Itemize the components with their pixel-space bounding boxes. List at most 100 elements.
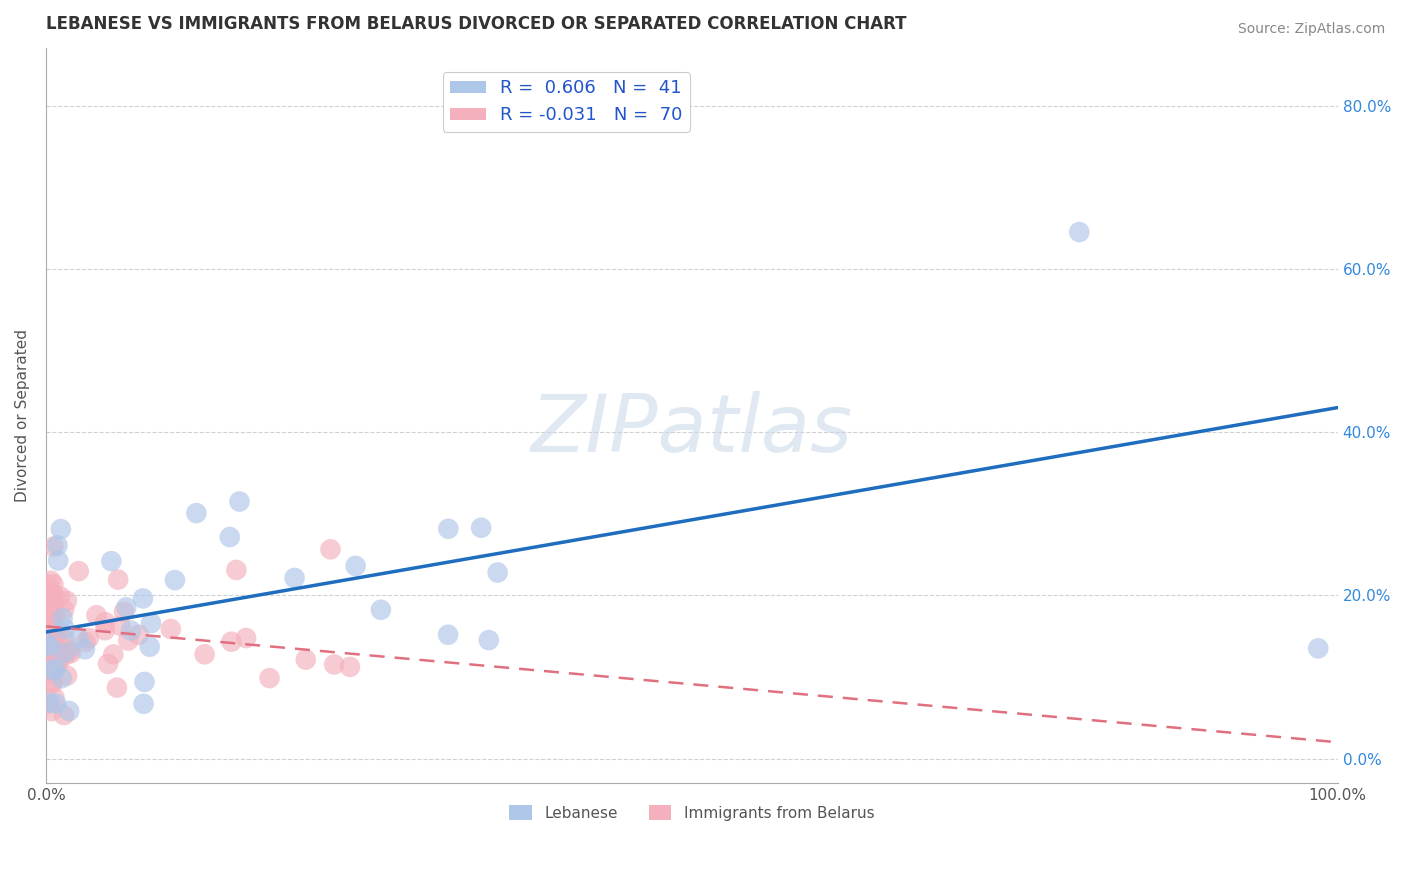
Point	[319, 542, 342, 557]
Point	[46, 553, 69, 567]
Point	[138, 640, 160, 654]
Point	[105, 681, 128, 695]
Point	[94, 624, 117, 638]
Point	[134, 674, 156, 689]
Point	[103, 648, 125, 662]
Point	[52, 611, 75, 625]
Point	[323, 657, 346, 672]
Point	[37, 578, 59, 592]
Point	[37, 623, 59, 637]
Text: ZIPatlas: ZIPatlas	[530, 392, 853, 469]
Point	[39, 602, 62, 616]
Point	[41, 599, 63, 614]
Point	[41, 599, 63, 614]
Point	[37, 659, 59, 673]
Point	[132, 591, 155, 606]
Point	[37, 697, 59, 711]
Point	[259, 671, 281, 685]
Point	[218, 530, 240, 544]
Legend: Lebanese, Immigrants from Belarus: Lebanese, Immigrants from Belarus	[503, 798, 880, 827]
Point	[48, 655, 70, 669]
Point	[42, 624, 65, 638]
Point	[284, 571, 307, 585]
Point	[339, 660, 361, 674]
Point	[437, 522, 460, 536]
Point	[46, 657, 69, 672]
Point	[41, 599, 63, 614]
Point	[49, 590, 72, 604]
Point	[41, 704, 63, 718]
Point	[221, 634, 243, 648]
Point	[67, 632, 90, 646]
Point	[46, 538, 69, 552]
Point	[235, 631, 257, 645]
Point	[39, 622, 62, 636]
Point	[39, 613, 62, 627]
Point	[115, 600, 138, 615]
Text: Source: ZipAtlas.com: Source: ZipAtlas.com	[1237, 22, 1385, 37]
Point	[44, 647, 66, 661]
Point	[100, 554, 122, 568]
Point	[38, 612, 60, 626]
Point	[470, 521, 492, 535]
Point	[44, 662, 66, 676]
Point	[53, 646, 76, 660]
Point	[73, 642, 96, 657]
Point	[45, 644, 67, 658]
Point	[56, 594, 79, 608]
Point	[38, 640, 60, 654]
Point	[51, 671, 73, 685]
Point	[45, 697, 67, 711]
Point	[344, 558, 367, 573]
Point	[1069, 225, 1091, 239]
Point	[159, 622, 181, 636]
Point	[42, 577, 65, 591]
Point	[53, 603, 76, 617]
Point	[225, 563, 247, 577]
Point	[44, 690, 66, 705]
Point	[42, 633, 65, 648]
Point	[139, 616, 162, 631]
Point	[294, 653, 316, 667]
Point	[478, 633, 501, 648]
Point	[41, 663, 63, 677]
Point	[55, 648, 77, 662]
Point	[186, 506, 208, 520]
Point	[110, 619, 132, 633]
Point	[128, 628, 150, 642]
Point	[75, 635, 97, 649]
Point	[42, 540, 65, 554]
Point	[42, 676, 65, 690]
Point	[53, 622, 76, 636]
Point	[38, 666, 60, 681]
Point	[42, 597, 65, 611]
Point	[44, 607, 66, 622]
Point	[39, 574, 62, 588]
Point	[59, 643, 82, 657]
Point	[39, 586, 62, 600]
Point	[48, 624, 70, 639]
Point	[38, 637, 60, 651]
Point	[94, 615, 117, 629]
Point	[38, 617, 60, 632]
Point	[132, 697, 155, 711]
Point	[37, 596, 59, 610]
Point	[107, 573, 129, 587]
Point	[56, 668, 79, 682]
Point	[38, 600, 60, 615]
Y-axis label: Divorced or Separated: Divorced or Separated	[15, 329, 30, 502]
Point	[117, 633, 139, 648]
Point	[86, 608, 108, 623]
Point	[41, 675, 63, 690]
Point	[53, 632, 76, 647]
Point	[120, 624, 142, 638]
Point	[58, 704, 80, 718]
Point	[41, 628, 63, 642]
Point	[44, 642, 66, 657]
Point	[1308, 641, 1330, 656]
Point	[163, 573, 186, 587]
Point	[194, 648, 217, 662]
Point	[46, 634, 69, 648]
Point	[37, 645, 59, 659]
Point	[38, 696, 60, 710]
